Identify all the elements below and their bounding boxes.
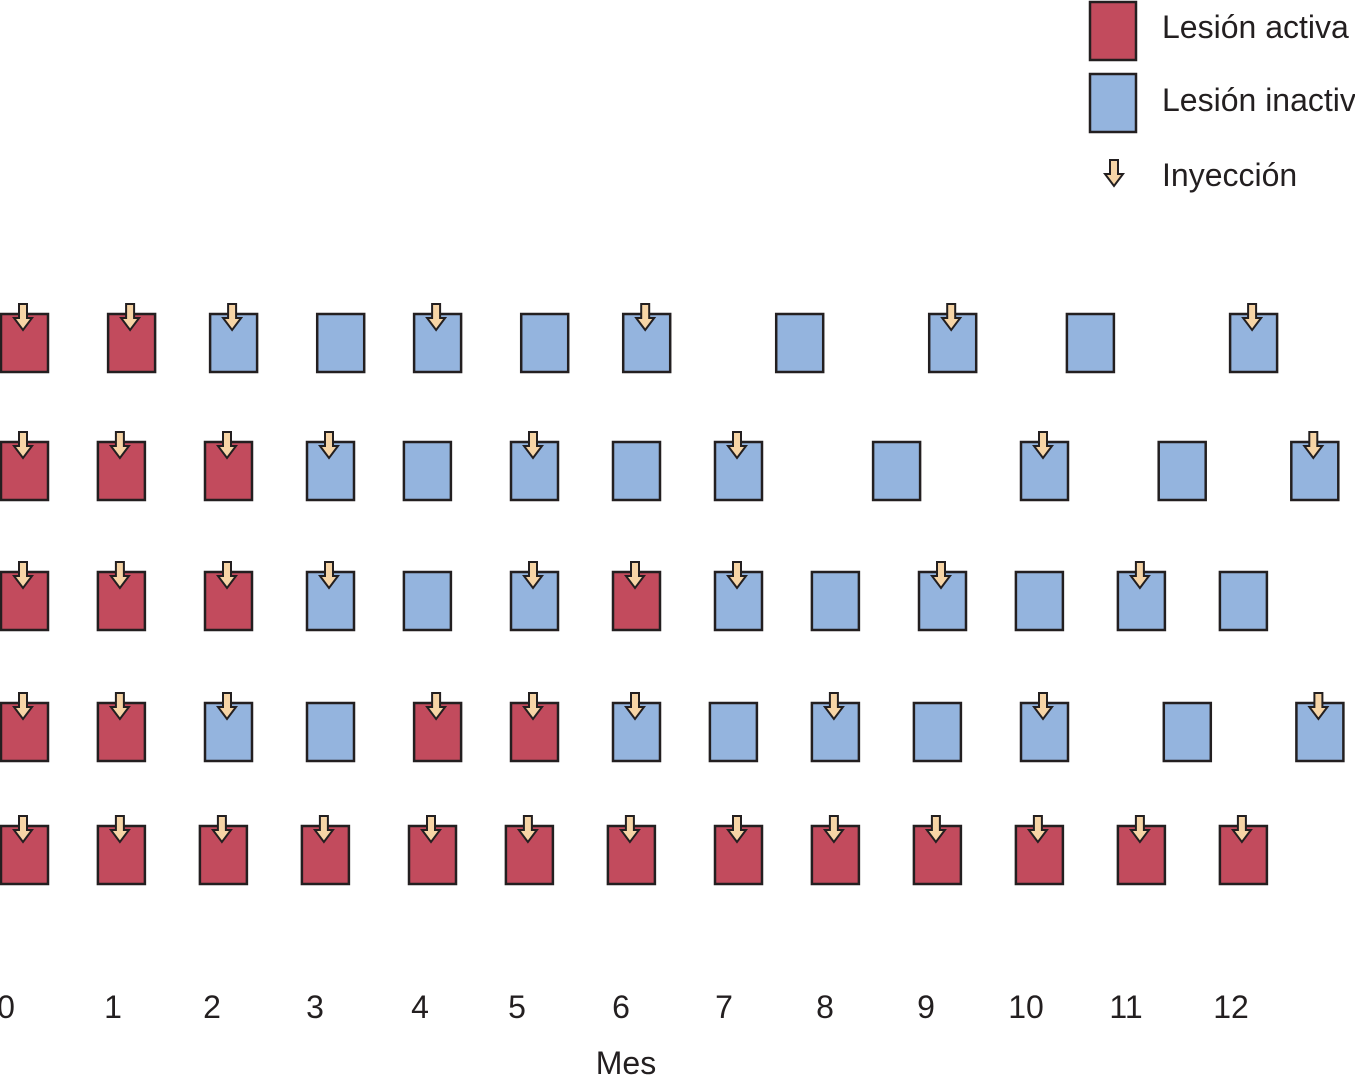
legend-injection-label: Inyección — [1162, 157, 1297, 193]
visit-row-1 — [0, 303, 1279, 374]
injection-arrow-icon — [930, 561, 952, 590]
inactive-lesion-box — [871, 440, 922, 502]
month-tick-label: 3 — [306, 989, 324, 1025]
visit-row-2 — [0, 431, 1340, 502]
legend-injection-icon — [1103, 159, 1125, 188]
inactive-lesion-box — [315, 312, 366, 374]
injection-arrow-icon — [726, 431, 748, 460]
injection-arrow-icon — [726, 815, 748, 844]
axis-title: Mes — [596, 1045, 656, 1075]
injection-arrow-icon — [822, 692, 845, 721]
injection-arrow-icon — [516, 815, 539, 844]
month-tick-label: 7 — [715, 989, 733, 1025]
injection-arrow-icon — [12, 815, 34, 844]
legend-inactive-swatch — [1088, 72, 1138, 134]
inactive-lesion-box — [1157, 440, 1207, 502]
inactive-lesion-box — [305, 701, 356, 763]
injection-arrow-icon — [1032, 431, 1054, 460]
inactive-lesion-box — [611, 440, 662, 502]
injection-arrow-icon — [12, 431, 34, 460]
legend-active-swatch — [1088, 0, 1138, 62]
legend-active-label: Lesión activa — [1162, 9, 1349, 45]
injection-arrow-icon — [1230, 815, 1253, 844]
injection-arrow-icon — [12, 561, 34, 590]
month-axis: 0 1 2 3 4 5 6 7 8 9 10 11 12 — [0, 989, 1249, 1025]
injection-arrow-icon — [108, 561, 131, 590]
injection-arrow-icon — [1032, 692, 1054, 721]
injection-arrow-icon — [822, 815, 845, 844]
inactive-lesion-box — [402, 440, 453, 502]
visit-row-4 — [0, 692, 1345, 763]
injection-arrow-icon — [624, 692, 646, 721]
inactive-lesion-box — [1218, 570, 1269, 632]
inactive-lesion-box — [1162, 701, 1213, 763]
injection-arrow-icon — [1128, 815, 1151, 844]
injection-arrow-icon — [119, 303, 142, 332]
injection-arrow-icon — [634, 303, 657, 332]
injection-arrow-icon — [216, 561, 238, 590]
injection-arrow-icon — [1302, 431, 1325, 460]
month-tick-label: 0 — [0, 989, 15, 1025]
month-tick-label: 1 — [104, 989, 122, 1025]
injection-arrow-icon — [1307, 692, 1330, 721]
injection-arrow-icon — [522, 692, 544, 721]
inactive-lesion-box — [708, 701, 759, 763]
injection-arrow-icon — [312, 815, 335, 844]
injection-arrow-icon — [12, 303, 34, 332]
inactive-lesion-box — [810, 570, 861, 632]
injection-arrow-icon — [924, 815, 947, 844]
inactive-lesion-box — [1014, 570, 1065, 632]
inactive-lesion-box — [519, 312, 570, 374]
injection-arrow-icon — [522, 431, 544, 460]
injection-arrow-icon — [108, 815, 131, 844]
injection-arrow-icon — [216, 431, 238, 460]
injection-arrow-icon — [726, 561, 748, 590]
injection-arrow-icon — [522, 561, 544, 590]
injection-arrow-icon — [425, 303, 448, 332]
legend: Lesión activa Lesión inactiva Inyección — [1088, 0, 1355, 193]
inactive-lesion-box — [912, 701, 963, 763]
injection-arrow-icon — [318, 431, 340, 460]
visit-row-3 — [0, 561, 1269, 632]
month-tick-label: 2 — [203, 989, 221, 1025]
injection-arrow-icon — [108, 692, 131, 721]
injection-arrow-icon — [425, 692, 448, 721]
inactive-lesion-box — [1065, 312, 1116, 374]
injection-arrow-icon — [624, 561, 646, 590]
injection-arrow-icon — [108, 431, 131, 460]
injection-arrow-icon — [318, 561, 340, 590]
month-tick-label: 11 — [1109, 989, 1142, 1025]
month-tick-label: 9 — [917, 989, 935, 1025]
injection-arrow-icon — [12, 692, 34, 721]
injection-arrow-icon — [1128, 561, 1151, 590]
month-tick-label: 5 — [508, 989, 526, 1025]
injection-arrow-icon — [940, 303, 963, 332]
injection-arrow-icon — [210, 815, 233, 844]
inactive-lesion-box — [774, 312, 825, 374]
injection-arrow-icon — [216, 692, 238, 721]
active-lesion-box — [606, 824, 657, 886]
month-tick-label: 6 — [612, 989, 630, 1025]
visit-rows — [0, 303, 1345, 886]
injection-arrow-icon — [221, 303, 244, 332]
month-tick-label: 12 — [1213, 989, 1249, 1025]
month-tick-label: 10 — [1008, 989, 1044, 1025]
active-lesion-box — [198, 824, 249, 886]
month-tick-label: 8 — [816, 989, 834, 1025]
injection-arrow-icon — [1026, 815, 1049, 844]
month-tick-label: 4 — [411, 989, 429, 1025]
inactive-lesion-box — [402, 570, 453, 632]
injection-arrow-icon — [618, 815, 641, 844]
injection-arrow-icon — [420, 815, 442, 844]
injection-arrow-icon — [1241, 303, 1264, 332]
legend-inactive-label: Lesión inactiva — [1162, 82, 1355, 118]
visit-row-5 — [0, 815, 1269, 886]
